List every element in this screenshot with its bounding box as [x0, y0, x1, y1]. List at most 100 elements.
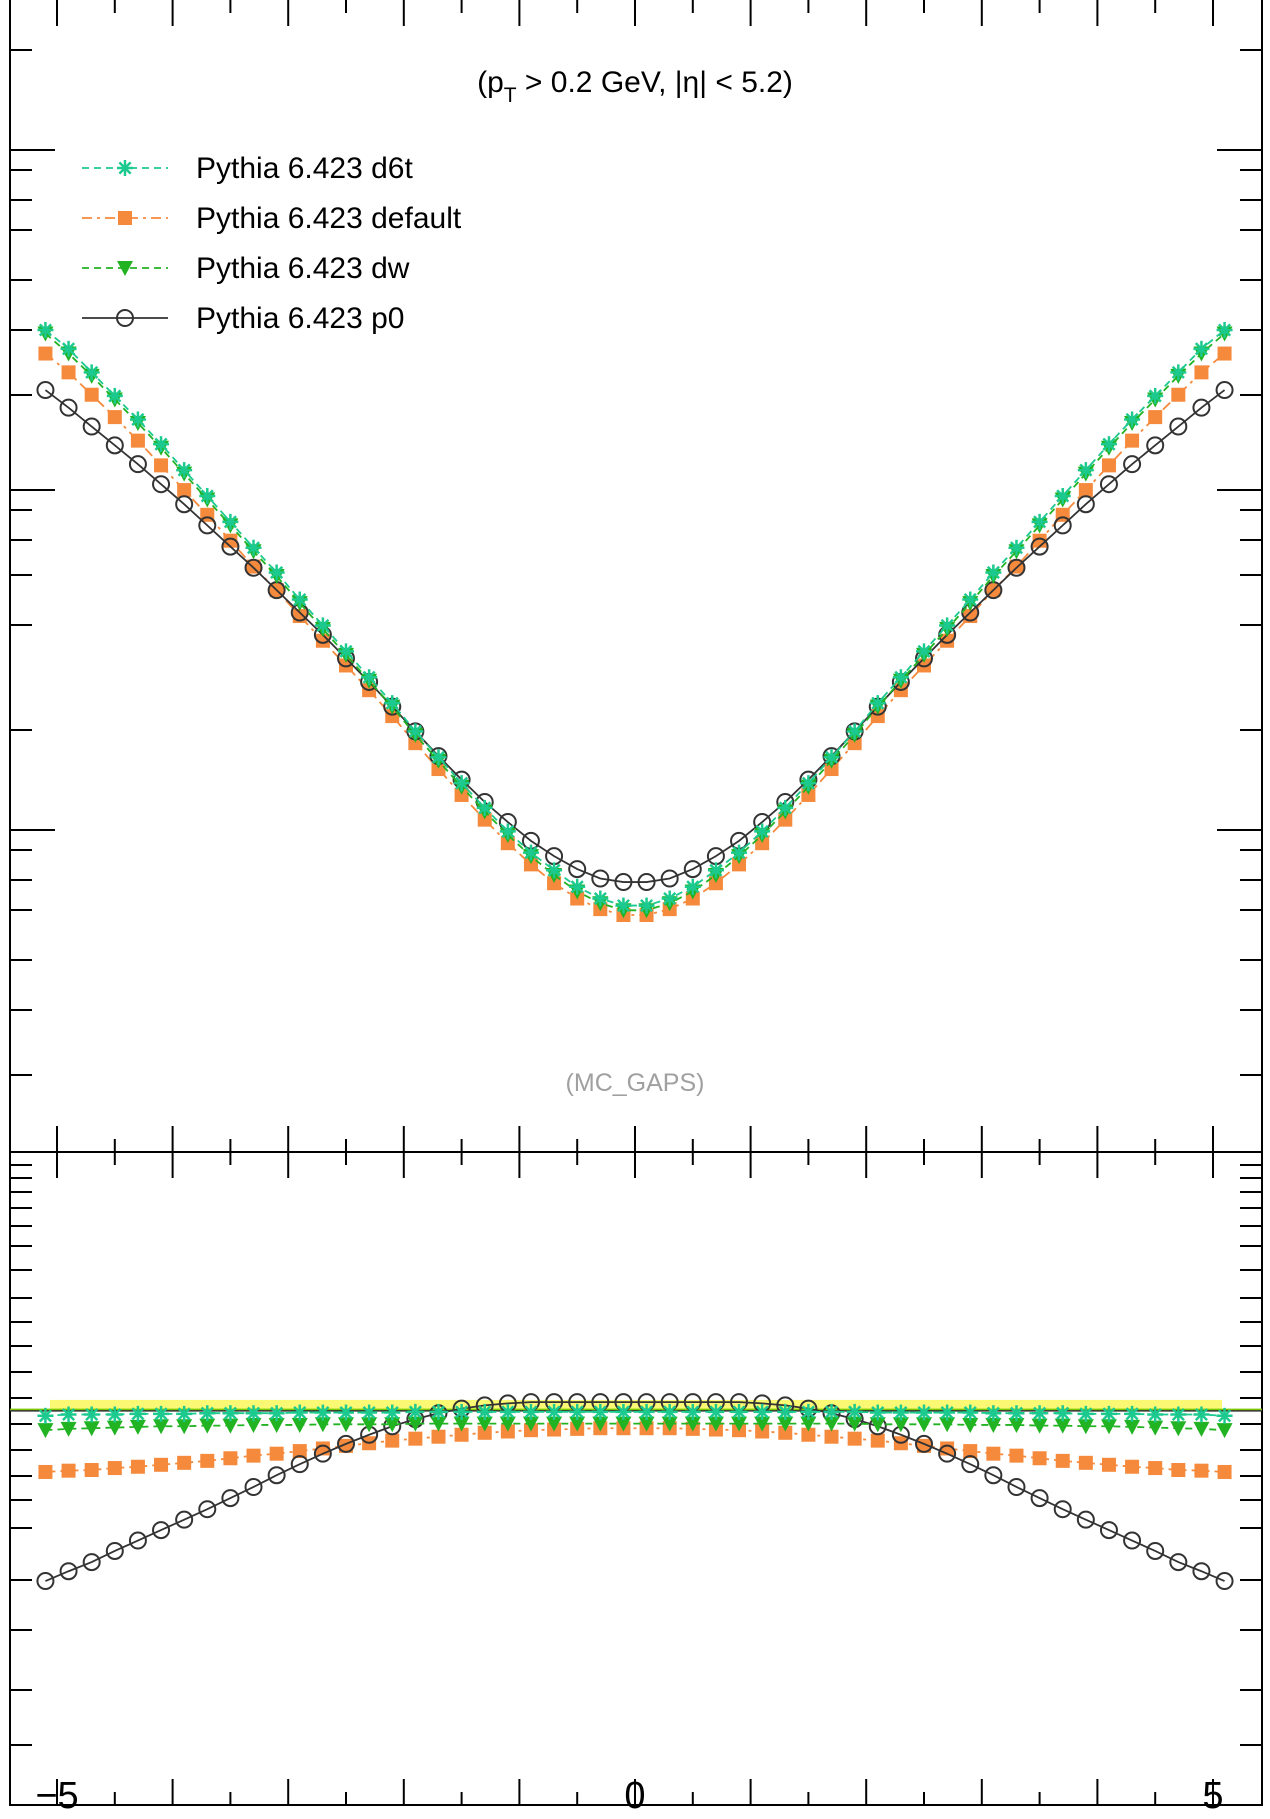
legend-label: Pythia 6.423 dw [196, 252, 410, 285]
ratio-point-p0 [290, 1455, 309, 1474]
main-point-d6t [1077, 462, 1094, 479]
ratio-point-dw [314, 1417, 331, 1433]
ratio-point-d6t [638, 1403, 655, 1420]
ratio-point-d6t [384, 1404, 401, 1421]
ratio-point-dw [60, 1421, 77, 1437]
ratio-point-dw [800, 1416, 817, 1432]
ratio-point-d6t [777, 1403, 794, 1420]
main-point-d6t [453, 775, 470, 792]
main-point-default [38, 346, 53, 361]
ratio-point-default [1101, 1457, 1116, 1472]
ratio-point-d6t [1054, 1405, 1071, 1422]
main-point-d6t [615, 897, 632, 914]
main-point-d6t [846, 723, 863, 740]
main-point-d6t [1147, 387, 1164, 404]
ratio-point-dw [430, 1416, 447, 1432]
main-point-p0 [128, 455, 147, 474]
legend-label: Pythia 6.423 d6t [196, 152, 413, 185]
ratio-point-d6t [83, 1406, 100, 1423]
main-point-d6t [638, 897, 655, 914]
ratio-point-default [454, 1427, 469, 1442]
main-point-d6t [1170, 364, 1187, 381]
ratio-point-default [477, 1425, 492, 1440]
main-point-d6t [869, 695, 886, 712]
main-point-d6t [476, 799, 493, 816]
main-point-d6t [361, 669, 378, 686]
ratio-point-p0 [59, 1562, 78, 1581]
main-point-d6t [1216, 322, 1233, 338]
ratio-point-d6t [1147, 1406, 1164, 1423]
ratio-point-default [177, 1455, 192, 1470]
ratio-point-d6t [499, 1403, 516, 1420]
ratio-point-d6t [176, 1405, 193, 1422]
ratio-point-dw [962, 1417, 979, 1433]
ratio-point-dw [731, 1416, 748, 1432]
main-point-default [1171, 387, 1186, 402]
main-point-d6t [129, 411, 146, 428]
ratio-point-dw [499, 1416, 516, 1432]
main-point-d6t [569, 878, 586, 895]
ratio-reference-band [50, 1399, 1222, 1410]
ratio-point-p0 [1192, 1562, 1211, 1581]
main-line-p0 [44, 389, 1226, 883]
main-point-d6t [499, 823, 516, 840]
ratio-point-default [61, 1463, 76, 1478]
ratio-point-p0 [938, 1444, 957, 1463]
ratio-point-d6t [522, 1403, 539, 1420]
ratio-point-default [223, 1451, 238, 1466]
ratio-line-d6t [45, 1410, 1225, 1417]
ratio-point-p0 [152, 1521, 171, 1540]
x-tick-label: −5 [35, 1775, 78, 1817]
main-point-p0 [568, 860, 587, 879]
main-point-default [755, 836, 770, 851]
main-point-p0 [1007, 558, 1026, 577]
ratio-point-d6t [222, 1405, 239, 1422]
ratio-line-dw [45, 1422, 1225, 1432]
main-point-p0 [198, 516, 217, 535]
ratio-point-d6t [106, 1406, 123, 1423]
ratio-series-p0 [36, 1393, 1234, 1591]
main-point-d6t [1100, 436, 1117, 453]
ratio-line-p0 [45, 1401, 1225, 1582]
main-point-p0 [1192, 398, 1211, 417]
ratio-point-dw [615, 1416, 632, 1432]
ratio-point-default [963, 1444, 978, 1459]
ratio-point-p0 [313, 1444, 332, 1463]
main-point-d6t [939, 617, 956, 634]
ratio-point-d6t [476, 1403, 493, 1420]
ratio-point-dw [1124, 1419, 1141, 1435]
ratio-point-default [408, 1431, 423, 1446]
main-point-default [154, 458, 169, 473]
ratio-point-dw [638, 1416, 655, 1432]
main-point-p0 [660, 869, 679, 888]
ratio-point-p0 [1146, 1541, 1165, 1560]
main-point-default [1217, 346, 1232, 361]
ratio-point-default [246, 1448, 261, 1463]
main-point-p0 [1053, 516, 1072, 535]
ratio-point-dw [684, 1416, 701, 1432]
ratio-point-d6t [361, 1404, 378, 1421]
ratio-point-dw [222, 1418, 239, 1434]
ratio-point-p0 [1030, 1489, 1049, 1508]
ratio-point-p0 [1123, 1531, 1142, 1550]
ratio-panel [9, 1151, 1263, 1806]
ratio-point-d6t [245, 1405, 262, 1422]
ratio-point-default [1194, 1463, 1209, 1478]
ratio-point-dw [522, 1416, 539, 1432]
ratio-point-p0 [1215, 1572, 1234, 1591]
main-point-d6t [245, 539, 262, 556]
main-point-d6t [222, 513, 239, 530]
ratio-point-d6t [314, 1404, 331, 1421]
main-point-default [84, 387, 99, 402]
main-point-d6t [1054, 487, 1071, 504]
ratio-point-default [1078, 1455, 1093, 1470]
ratio-point-dw [869, 1417, 886, 1433]
legend-entry-d6t: Pythia 6.423 d6t [82, 152, 413, 185]
ratio-point-d6t [453, 1403, 470, 1420]
ratio-point-dw [83, 1421, 100, 1437]
main-point-d6t [800, 775, 817, 792]
ratio-point-d6t [1170, 1406, 1187, 1423]
ratio-point-d6t [1031, 1405, 1048, 1422]
main-point-d6t [37, 322, 54, 338]
ratio-point-dw [407, 1416, 424, 1432]
